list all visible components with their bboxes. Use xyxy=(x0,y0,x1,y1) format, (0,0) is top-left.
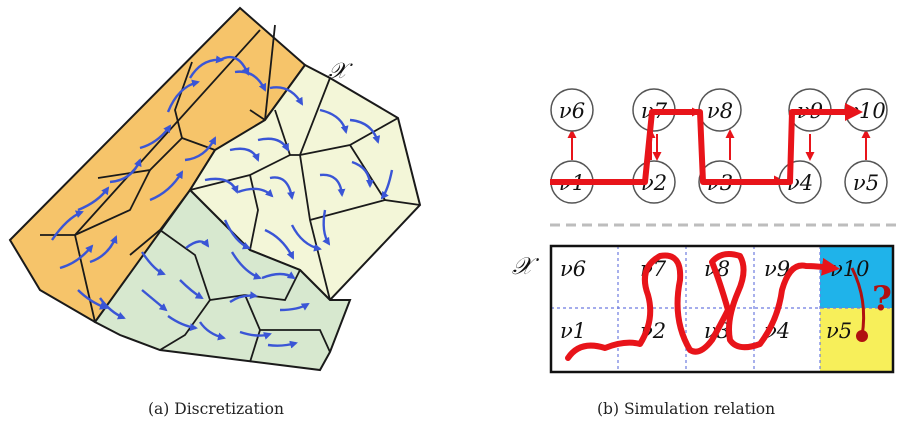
node-v5 xyxy=(844,160,888,204)
cell-grid xyxy=(551,246,893,372)
simulation-panel: ν6 ν7 ν8 ν9 ν10 ν1 ν2 ν3 ν4 ν5 ν6 ν xyxy=(512,88,899,374)
discretization-panel: 𝒳 xyxy=(8,6,422,372)
caption-discretization: (a) Discretization xyxy=(148,400,284,418)
abstract-path xyxy=(550,103,863,185)
flow-arrows xyxy=(51,55,394,349)
cell-label-v1: ν1 xyxy=(560,319,586,343)
question-mark: ? xyxy=(872,279,892,319)
node-label-v5: ν5 xyxy=(853,171,879,195)
cell-label-v10: ν10 xyxy=(830,257,870,281)
cell-v5-highlight xyxy=(820,308,893,372)
node-label-v8: ν8 xyxy=(707,99,733,123)
cell-label-v6: ν6 xyxy=(560,257,586,281)
node-label-v6: ν6 xyxy=(559,99,585,123)
space-label-b: 𝒳 xyxy=(512,252,540,280)
space-label-a: 𝒳 xyxy=(328,59,353,84)
uncertain-trajectory xyxy=(850,267,866,337)
trajectory-end-dot xyxy=(856,330,868,342)
state-space-border xyxy=(549,244,895,374)
node-v6 xyxy=(550,88,594,132)
cell-edges xyxy=(40,24,421,363)
cell-label-v5: ν5 xyxy=(826,319,852,343)
concrete-trajectory xyxy=(565,251,840,361)
caption-simulation-relation: (b) Simulation relation xyxy=(597,400,776,418)
